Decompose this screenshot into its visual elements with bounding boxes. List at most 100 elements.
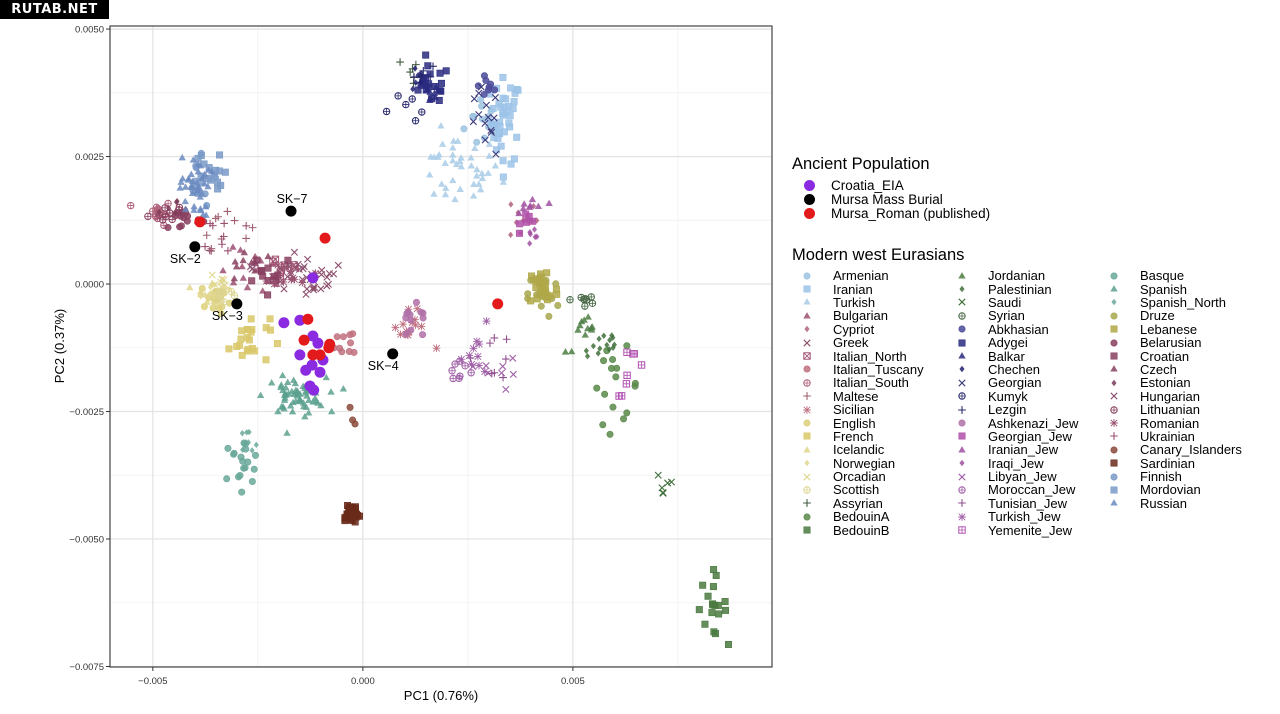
- legend-column-2: Jordanian Palestinian Saudi Syrian Abkhasian…: [955, 268, 1107, 538]
- legend-item-modern: Palestinian: [955, 282, 1107, 297]
- data-point: [346, 403, 354, 411]
- data-point: [264, 277, 272, 285]
- data-point: [248, 478, 256, 486]
- data-point: [418, 79, 424, 86]
- data-point: [236, 471, 244, 479]
- data-point: [310, 283, 319, 291]
- legend-item-modern: Czech: [1107, 362, 1267, 377]
- legend-item-modern: Sardinian: [1107, 456, 1267, 471]
- legend-label: Saudi: [988, 294, 1022, 310]
- legend-circleplus-icon: [958, 486, 966, 494]
- series-croatian: [248, 256, 292, 299]
- series-saudi: [654, 471, 676, 497]
- legend-triangle-icon: [958, 445, 966, 453]
- data-point: [584, 313, 592, 320]
- data-point: [190, 202, 198, 210]
- data-point: [507, 84, 515, 92]
- legend-circle-icon: [1110, 339, 1118, 347]
- ancient-data-point: [294, 314, 306, 326]
- data-point: [527, 240, 533, 247]
- modern-legend: Armenian Iranian Turkish Bulgarian Cypriot Gr…: [800, 268, 1267, 538]
- legend-label: Italian_South: [833, 375, 909, 391]
- data-point: [708, 600, 716, 608]
- data-point: [329, 270, 338, 278]
- data-point: [251, 267, 259, 274]
- data-point: [411, 321, 420, 329]
- ancient-data-point: [319, 232, 331, 244]
- legend-label: Finnish: [1140, 469, 1182, 485]
- data-point: [333, 333, 341, 341]
- data-point: [339, 333, 347, 341]
- data-point: [581, 331, 589, 338]
- data-point: [196, 205, 205, 212]
- x-tick-label: −0.005: [138, 676, 167, 687]
- data-point: [236, 246, 245, 253]
- legend-label: BedouinA: [833, 509, 890, 525]
- grid: [110, 26, 772, 668]
- legend-plus-icon: [1110, 432, 1118, 441]
- legend-item-modern: Chechen: [955, 362, 1107, 377]
- legend-glyph: [1110, 473, 1118, 481]
- legend-glyph: [1110, 365, 1118, 372]
- data-point: [457, 355, 466, 364]
- data-point: [262, 324, 270, 332]
- series-palestinian: [583, 332, 617, 360]
- data-point: [240, 248, 248, 256]
- legend-square-icon: [803, 526, 811, 534]
- legend-diamond-icon: [804, 326, 810, 333]
- data-point: [515, 209, 523, 217]
- series-spanish: [256, 371, 348, 436]
- data-point: [419, 67, 428, 75]
- legend-item-modern: Croatian: [1107, 349, 1267, 364]
- data-point: [218, 240, 226, 249]
- legend-circle-icon: [1110, 272, 1118, 280]
- data-point: [277, 383, 285, 391]
- data-point: [217, 181, 225, 189]
- data-point: [227, 287, 236, 296]
- data-point: [314, 399, 322, 406]
- data-point: [189, 156, 197, 163]
- data-point: [584, 353, 591, 360]
- data-point: [190, 206, 198, 213]
- data-point: [188, 189, 197, 197]
- data-point: [490, 334, 499, 342]
- data-point: [322, 373, 330, 381]
- data-point: [508, 201, 514, 208]
- data-point: [467, 369, 475, 377]
- data-point: [243, 325, 251, 333]
- data-point: [465, 351, 474, 360]
- legend-item-modern: Adygei: [955, 335, 1107, 350]
- data-point: [623, 409, 631, 417]
- data-point: [347, 339, 355, 347]
- legend-glyph: [1110, 446, 1118, 454]
- data-point: [418, 108, 426, 116]
- legend-label: Kumyk: [988, 388, 1028, 404]
- data-point: [391, 323, 400, 332]
- data-point: [607, 336, 613, 344]
- data-point: [187, 183, 195, 190]
- data-point: [469, 344, 478, 353]
- legend-label: Syrian: [988, 308, 1025, 324]
- data-point: [709, 583, 717, 591]
- data-point: [248, 277, 256, 285]
- legend-glyph: [803, 298, 811, 306]
- legend-square-icon: [1110, 352, 1118, 360]
- data-point: [201, 291, 209, 298]
- legend-square-icon: [958, 432, 966, 440]
- legend-glyph: [1110, 459, 1118, 467]
- data-point: [489, 120, 497, 128]
- legend-label: Libyan_Jew: [988, 469, 1057, 485]
- data-point: [174, 197, 180, 205]
- data-point: [334, 261, 342, 269]
- data-point: [274, 407, 282, 415]
- legend-triangle-icon: [958, 352, 966, 359]
- legend-label: Scottish: [833, 482, 880, 498]
- data-point: [492, 150, 500, 158]
- data-point: [419, 331, 427, 339]
- data-point: [593, 384, 601, 392]
- data-point: [207, 167, 216, 175]
- data-point: [248, 223, 257, 232]
- data-point: [201, 170, 209, 177]
- data-point: [609, 403, 617, 411]
- legend-item-modern: Italian_Tuscany: [800, 362, 955, 377]
